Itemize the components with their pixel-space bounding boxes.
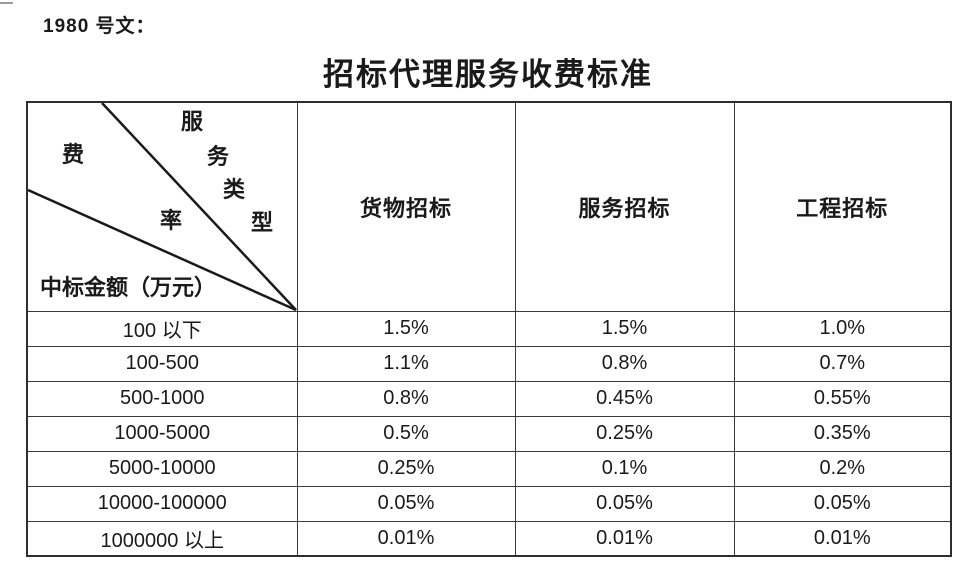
rate-value: 1.1% [296, 345, 516, 382]
rate-value: 0.05% [296, 485, 516, 522]
corner-amount-label: 中标金额（万元） [40, 275, 217, 300]
rate-value: 1.5% [296, 310, 516, 347]
table-row: 100 以下 1.5% 1.5% 1.0% [26, 310, 952, 347]
diagonal-corner-cell: 服 务 类 型 费 率 中标金额（万元） [26, 101, 298, 312]
corner-label-char: 型 [251, 210, 274, 235]
corner-label-char: 率 [160, 208, 183, 233]
rate-value: 0.01% [514, 520, 735, 557]
diagonal-line-lower [28, 188, 296, 310]
amount-range: 10000-100000 [26, 485, 298, 522]
amount-range: 100-500 [26, 345, 298, 382]
scan-artifact-line [0, 2, 13, 4]
rate-value: 1.0% [733, 310, 952, 347]
amount-range: 5000-10000 [26, 450, 298, 487]
column-header-engineering: 工程招标 [733, 101, 952, 312]
rate-value: 0.05% [514, 485, 735, 522]
rate-value: 0.2% [733, 450, 952, 487]
doc-number: 1980 号文： [43, 16, 156, 37]
rate-value: 0.7% [733, 345, 952, 382]
rate-value: 0.8% [296, 380, 516, 417]
table-row: 100-500 1.1% 0.8% 0.7% [26, 345, 952, 382]
amount-range: 1000-5000 [26, 415, 298, 452]
diagonal-lines [28, 103, 296, 310]
table-row: 500-1000 0.8% 0.45% 0.55% [26, 380, 952, 417]
table-row: 1000000 以上 0.01% 0.01% 0.01% [26, 520, 952, 557]
rate-value: 0.01% [296, 520, 516, 557]
table-row: 5000-10000 0.25% 0.1% 0.2% [26, 450, 952, 487]
fee-standard-table: 服 务 类 型 费 率 中标金额（万元） 货物招标 服务招标 工程招标 100 … [26, 101, 952, 557]
rate-value: 0.55% [733, 380, 952, 417]
table-row: 10000-100000 0.05% 0.05% 0.05% [26, 485, 952, 522]
amount-range: 100 以下 [26, 310, 298, 347]
rate-value: 0.45% [514, 380, 735, 417]
page-title: 招标代理服务收费标准 [323, 57, 653, 92]
column-header-goods: 货物招标 [296, 101, 516, 312]
rate-value: 1.5% [514, 310, 735, 347]
rate-value: 0.5% [296, 415, 516, 452]
rate-value: 0.8% [514, 345, 735, 382]
rate-value: 0.01% [733, 520, 952, 557]
column-header-service: 服务招标 [514, 101, 735, 312]
corner-label-char: 服 [181, 109, 204, 134]
rate-value: 0.25% [296, 450, 516, 487]
diagonal-line-upper [101, 103, 296, 310]
corner-label-char: 务 [207, 144, 230, 169]
rate-value: 0.05% [733, 485, 952, 522]
corner-label-char: 类 [223, 177, 246, 202]
amount-range: 500-1000 [26, 380, 298, 417]
table-row: 1000-5000 0.5% 0.25% 0.35% [26, 415, 952, 452]
rate-value: 0.1% [514, 450, 735, 487]
table-header-row: 服 务 类 型 费 率 中标金额（万元） 货物招标 服务招标 工程招标 [26, 101, 952, 312]
amount-range: 1000000 以上 [26, 520, 298, 557]
rate-value: 0.25% [514, 415, 735, 452]
rate-value: 0.35% [733, 415, 952, 452]
corner-label-char: 费 [62, 142, 85, 167]
